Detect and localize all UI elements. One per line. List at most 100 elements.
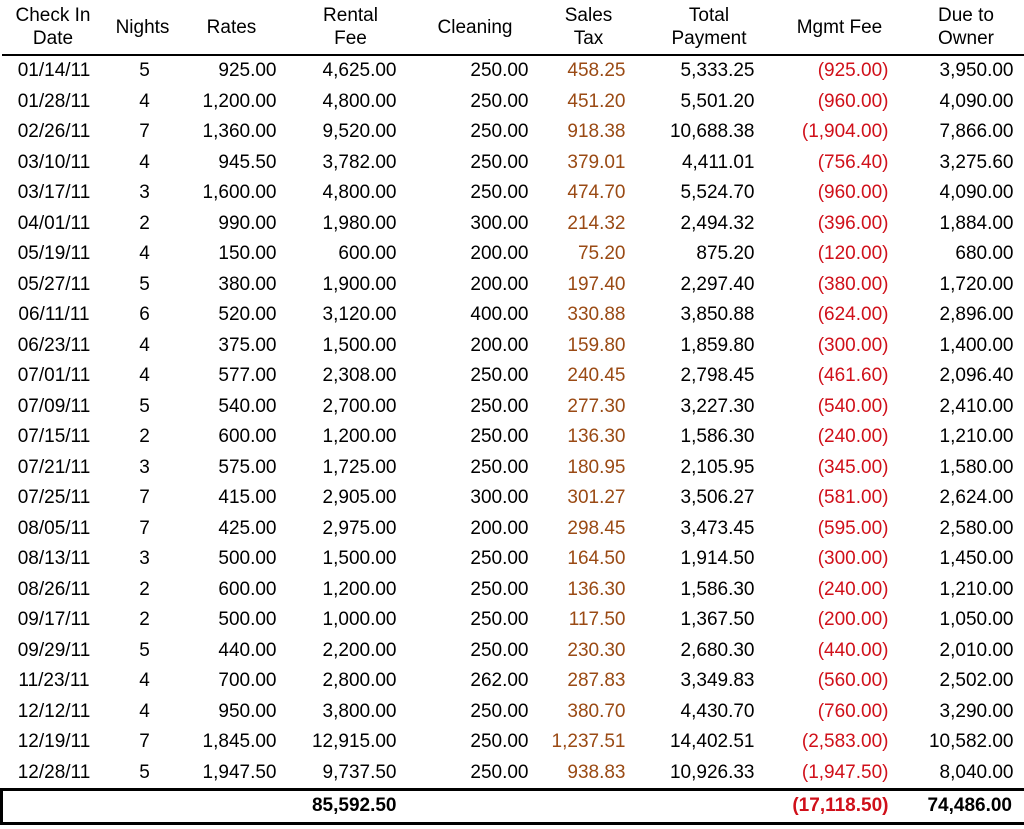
cell-cleaning: 250.00 [470, 639, 529, 661]
cell-mgmt-fee: (1,947.50) [801, 761, 889, 783]
cell-total-payment: 3,850.88 [680, 304, 755, 326]
cell-total-payment: 5,333.25 [645, 54, 773, 87]
cell-nights: 3 [139, 182, 150, 204]
cell-total-payment: 1,367.50 [680, 609, 755, 631]
cell-nights: 4 [139, 151, 150, 173]
cell-check-in-date: 03/17/11 [17, 182, 91, 204]
cell-rental-fee: 3,782.00 [322, 151, 397, 173]
cell-cleaning: 250.00 [470, 456, 529, 478]
cell-due-to-owner: 10,582.00 [928, 731, 1014, 753]
cell-sales-tax: 379.01 [567, 151, 626, 173]
cell-nights: 2 [139, 609, 150, 631]
cell-nights: 4 [139, 365, 150, 387]
cell-nights: 7 [139, 121, 150, 143]
cell-due-to-owner: 1,580.00 [939, 456, 1014, 478]
cell-rental-fee: 2,975.00 [322, 517, 397, 539]
cell-due-to-owner: 3,950.00 [906, 54, 1024, 87]
cell-total-payment: 3,473.45 [680, 517, 755, 539]
cell-sales-tax: 298.45 [567, 517, 626, 539]
cell-nights: 2 [139, 212, 150, 234]
cell-rates: 1,947.50 [202, 761, 277, 783]
cell-due-to-owner: 2,096.40 [939, 365, 1014, 387]
header-row: Check In Date Nights Rates Rental Fee Cl… [2, 0, 1024, 55]
cell-mgmt-fee: (200.00) [817, 609, 889, 631]
cell-cleaning: 250.00 [470, 761, 529, 783]
cell-mgmt-fee: (756.40) [817, 151, 889, 173]
cell-due-to-owner: 2,410.00 [939, 395, 1014, 417]
cell-cleaning: 200.00 [470, 517, 529, 539]
cell-nights: 4 [139, 670, 150, 692]
cell-rates: 540.00 [218, 395, 277, 417]
cell-due-to-owner: 2,010.00 [939, 639, 1014, 661]
cell-sales-tax: 180.95 [567, 456, 626, 478]
cell-rates: 520.00 [218, 304, 277, 326]
cell-rates: 950.00 [218, 700, 277, 722]
cell-nights: 5 [139, 761, 150, 783]
cell-rental-fee: 3,120.00 [322, 304, 397, 326]
cell-due-to-owner: 4,090.00 [939, 182, 1014, 204]
cell-rental-fee: 3,800.00 [322, 700, 397, 722]
cell-nights: 3 [139, 456, 150, 478]
cell-sales-tax: 451.20 [567, 90, 626, 112]
cell-check-in-date: 04/01/11 [17, 212, 91, 234]
cell-total-payment: 1,586.30 [680, 426, 755, 448]
cell-due-to-owner: 2,624.00 [939, 487, 1014, 509]
cell-rates: 577.00 [218, 365, 277, 387]
cell-sales-tax: 164.50 [567, 548, 626, 570]
cell-check-in-date: 01/28/11 [17, 90, 91, 112]
table-row: 06/11/11 6 520.00 3,120.00 400.00 330.88 3,850… [2, 300, 1024, 331]
cell-check-in-date: 07/09/11 [17, 395, 91, 417]
cell-check-in-date: 12/12/11 [17, 700, 91, 722]
cell-mgmt-fee: (240.00) [817, 426, 889, 448]
table-row: 07/21/11 3 575.00 1,725.00 250.00 180.95 2,105… [2, 453, 1024, 484]
cell-due-to-owner: 8,040.00 [939, 761, 1014, 783]
cell-due-to-owner: 1,210.00 [939, 578, 1014, 600]
cell-rates: 1,360.00 [202, 121, 277, 143]
cell-sales-tax: 75.20 [577, 243, 626, 265]
cell-check-in-date: 08/13/11 [17, 548, 91, 570]
cell-rental-fee: 1,980.00 [322, 212, 397, 234]
cell-total-payment: 2,494.32 [680, 212, 755, 234]
cell-sales-tax: 938.83 [567, 761, 626, 783]
cell-mgmt-fee: (120.00) [817, 243, 889, 265]
table-row: 07/15/11 2 600.00 1,200.00 250.00 136.30 1,586… [2, 422, 1024, 453]
cell-total-payment: 3,349.83 [680, 670, 755, 692]
header-nights: Nights [115, 16, 170, 38]
cell-due-to-owner: 4,090.00 [939, 90, 1014, 112]
cell-sales-tax: 1,237.51 [551, 731, 626, 753]
cell-total-payment: 1,859.80 [680, 334, 755, 356]
cell-cleaning: 250.00 [470, 151, 529, 173]
table-row: 09/17/11 2 500.00 1,000.00 250.00 117.50 1,367… [2, 605, 1024, 636]
table-row: 08/13/11 3 500.00 1,500.00 250.00 164.50 1,914… [2, 544, 1024, 575]
header-rental-fee: Rental Fee [323, 5, 378, 49]
cell-rental-fee: 1,200.00 [322, 578, 397, 600]
cell-rental-fee: 4,625.00 [282, 54, 419, 87]
cell-mgmt-fee: (760.00) [817, 700, 889, 722]
cell-nights: 6 [139, 304, 150, 326]
total-rental-fee: 85,592.50 [282, 788, 419, 825]
table-row: 05/19/11 4 150.00 600.00 200.00 75.20 875.20 (1… [2, 239, 1024, 270]
cell-mgmt-fee: (925.00) [772, 54, 907, 87]
cell-cleaning: 250.00 [470, 578, 529, 600]
cell-rental-fee: 2,905.00 [322, 487, 397, 509]
cell-sales-tax: 230.30 [567, 639, 626, 661]
cell-sales-tax: 240.45 [567, 365, 626, 387]
cell-rental-fee: 1,900.00 [322, 273, 397, 295]
cell-nights: 4 [139, 334, 150, 356]
cell-total-payment: 14,402.51 [669, 731, 755, 753]
cell-mgmt-fee: (461.60) [817, 365, 889, 387]
cell-mgmt-fee: (581.00) [817, 487, 889, 509]
cell-rates: 375.00 [218, 334, 277, 356]
cell-check-in-date: 01/14/11 [1, 54, 105, 87]
cell-mgmt-fee: (300.00) [817, 548, 889, 570]
cell-mgmt-fee: (300.00) [817, 334, 889, 356]
cell-check-in-date: 06/11/11 [18, 304, 90, 326]
cell-rates: 990.00 [218, 212, 277, 234]
cell-mgmt-fee: (960.00) [817, 182, 889, 204]
header-due-to-owner: Due to Owner [938, 5, 994, 49]
cell-rates: 1,200.00 [202, 90, 277, 112]
table-row: 08/26/11 2 600.00 1,200.00 250.00 136.30 1,586… [2, 575, 1024, 606]
cell-total-payment: 3,506.27 [680, 487, 755, 509]
cell-rental-fee: 4,800.00 [322, 182, 397, 204]
